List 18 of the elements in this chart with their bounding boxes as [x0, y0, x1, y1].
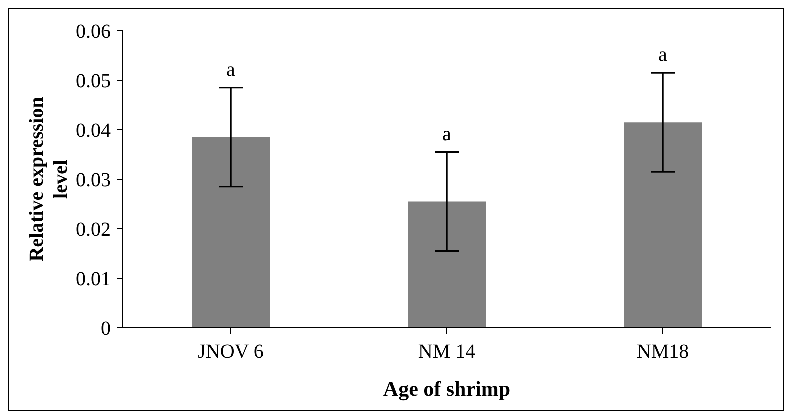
y-tick-label: 0.06	[76, 21, 111, 44]
y-tick-label: 0	[101, 318, 111, 340]
y-tick-label: 0.03	[76, 170, 111, 192]
bar	[408, 202, 486, 328]
annotation: a	[442, 123, 452, 146]
annotation: a	[658, 44, 668, 66]
y-tick-label: 0.05	[76, 70, 111, 93]
bar	[192, 137, 270, 328]
y-tick-label: 0.01	[76, 268, 111, 291]
x-tick-label: NM 14	[418, 341, 476, 364]
x-tick-label: JNOV 6	[198, 341, 264, 364]
annotation: a	[226, 58, 236, 81]
y-axis-title: Relative expression level	[26, 97, 72, 262]
x-tick-label: NM18	[636, 341, 690, 364]
y-tick-label: 0.02	[76, 219, 111, 242]
y-tick-label: 0.04	[76, 120, 111, 142]
bar	[624, 122, 702, 328]
x-axis-title: Age of shrimp	[383, 377, 511, 401]
